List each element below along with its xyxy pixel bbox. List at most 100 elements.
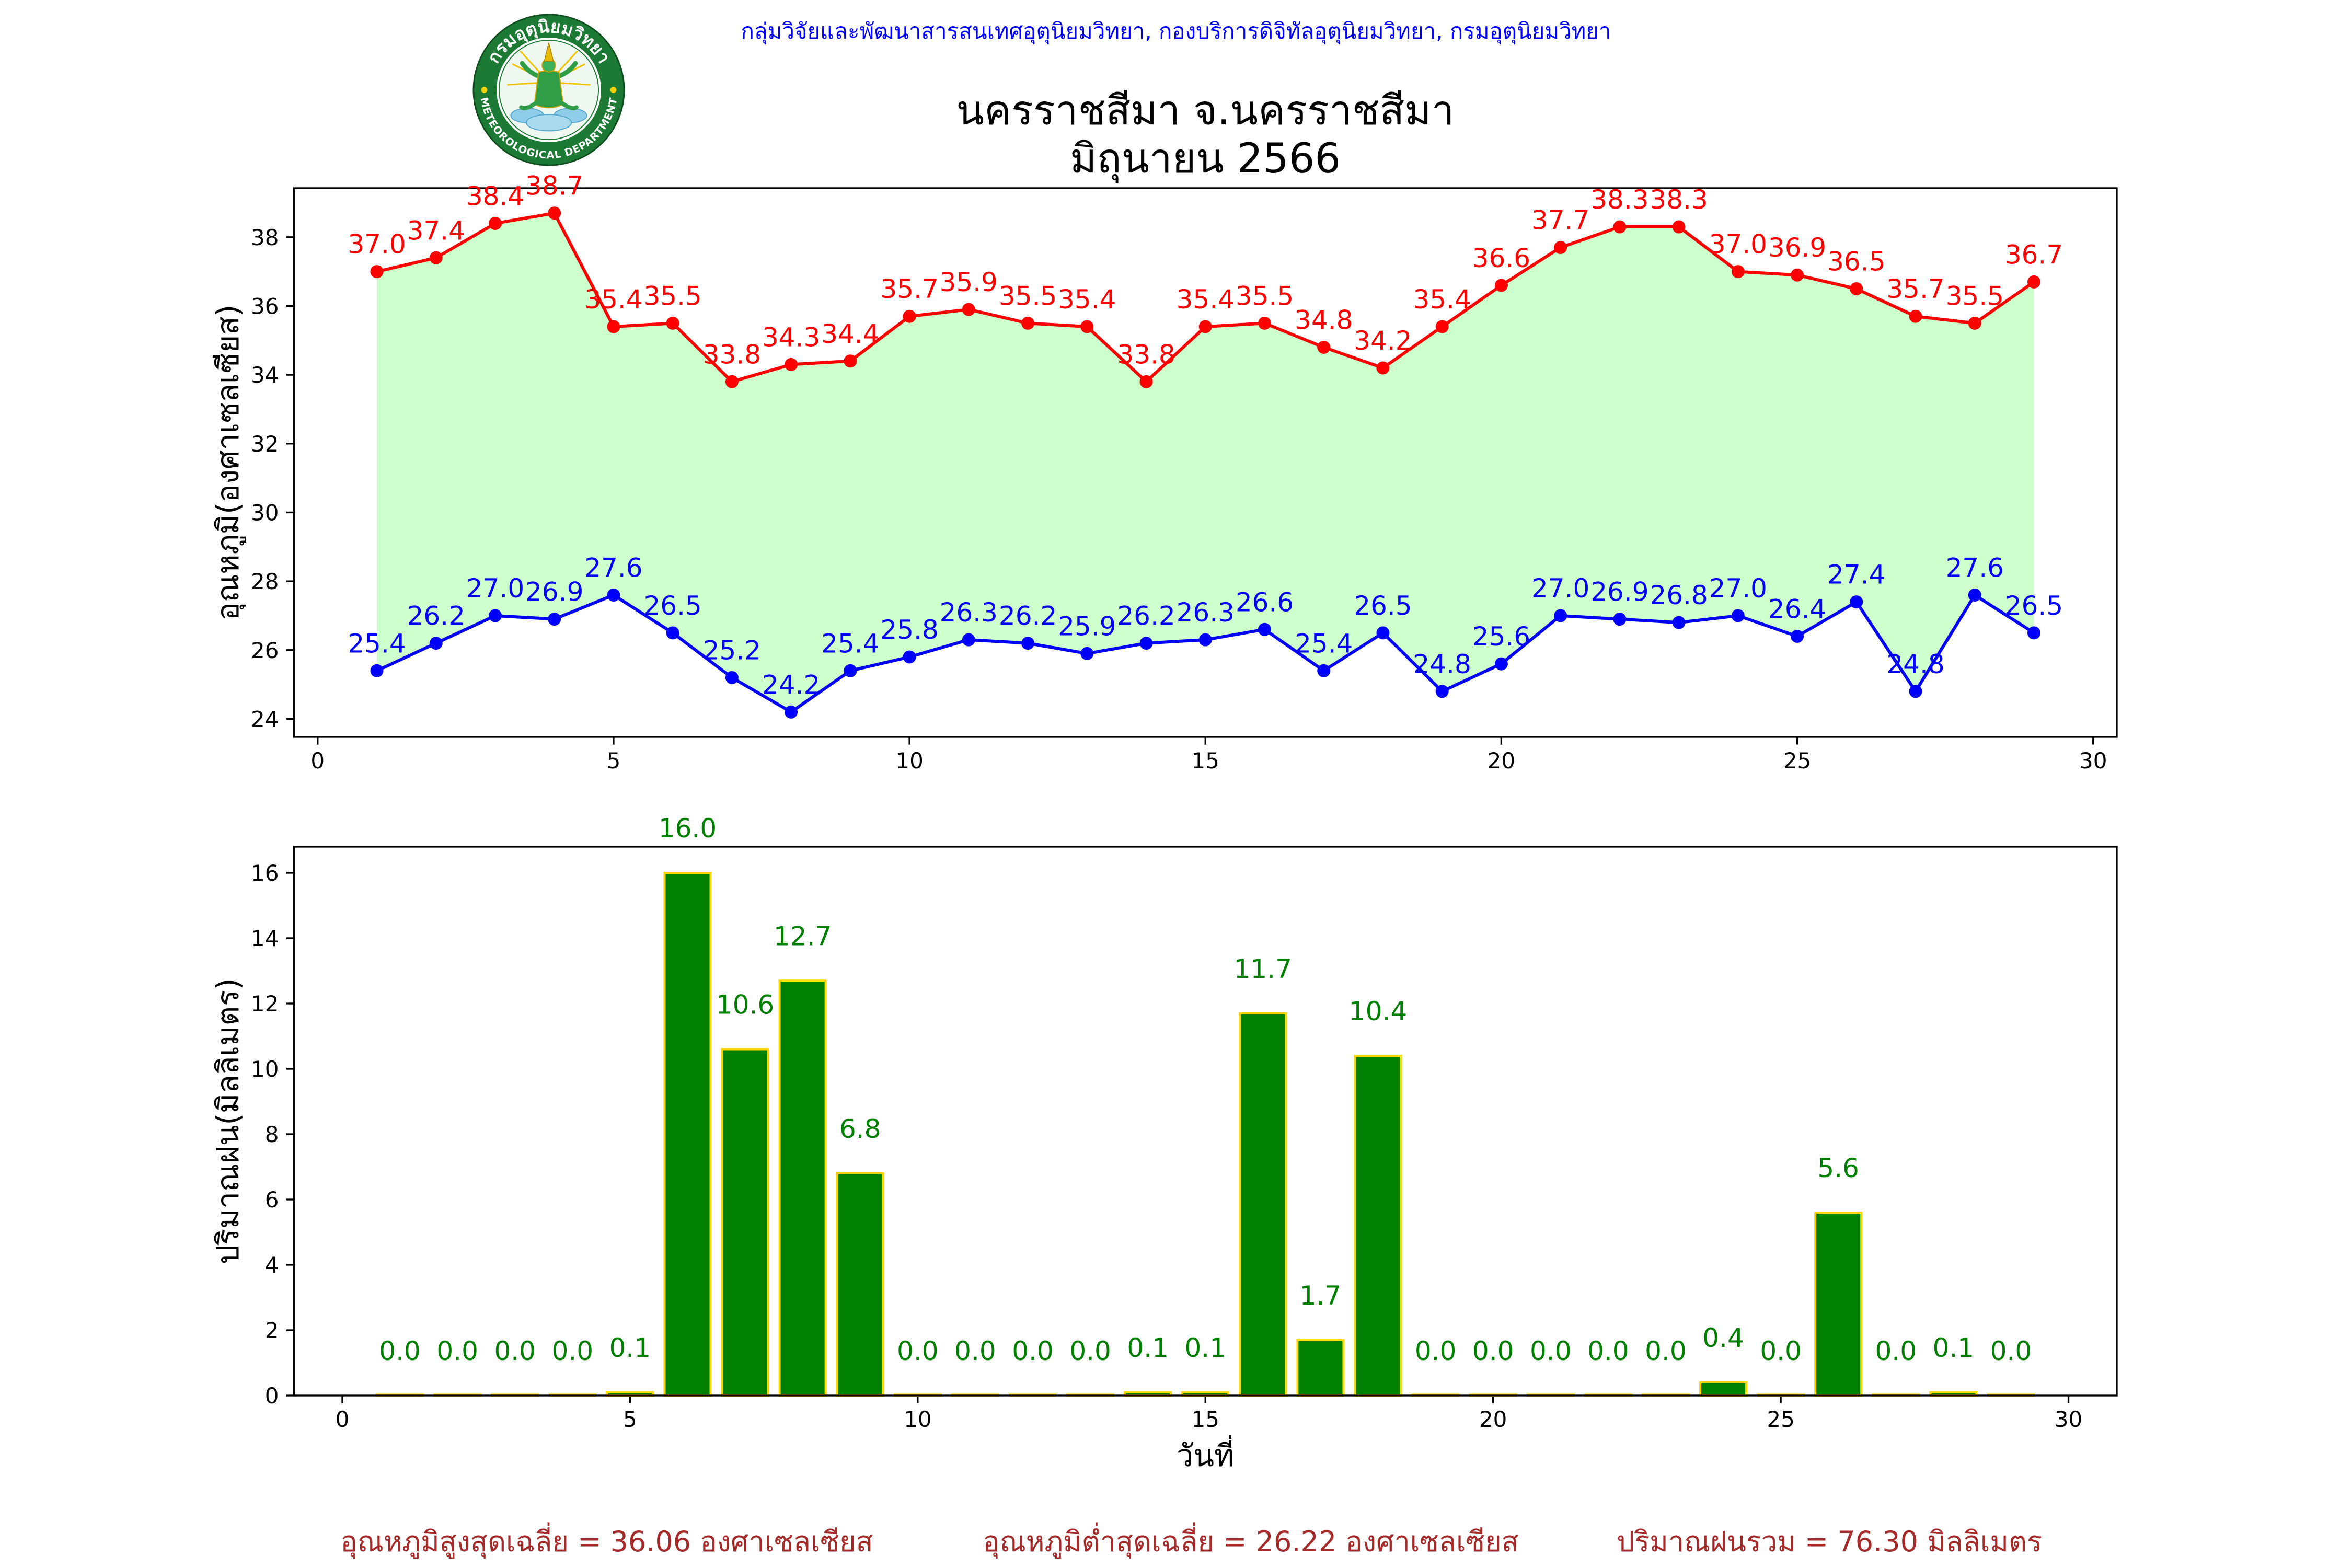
x-tick-label: 30 [2079,748,2107,774]
min-temp-label: 24.8 [1886,649,1944,679]
max-temp-point [2027,275,2040,289]
min-temp-label: 25.9 [1058,611,1116,641]
max-temp-label: 33.8 [703,339,761,370]
min-temp-point [607,588,620,602]
max-temp-label: 35.7 [1886,274,1944,304]
min-temp-label: 27.6 [584,552,642,583]
max-temp-point [785,358,798,371]
y-tick-label: 4 [265,1252,279,1278]
min-temp-point [1909,685,1922,698]
y-tick-label: 14 [251,926,279,951]
x-tick-label: 0 [336,1406,350,1432]
rain-label: 0.0 [1415,1336,1457,1366]
agency-header: กลุ่มวิจัยและพัฒนาสารสนเทศอุตุนิยมวิทยา,… [741,18,1611,44]
max-temp-label: 38.4 [466,181,524,211]
page-title-month: มิถุนายน 2566 [1069,135,1341,182]
max-temp-point [1317,340,1331,354]
y-tick-label: 0 [265,1383,279,1409]
rain-label: 6.8 [839,1114,881,1144]
min-temp-point [429,637,443,650]
max-temp-label: 35.4 [584,284,642,315]
max-temp-point [607,320,620,333]
x-tick-label: 15 [1192,748,1219,774]
rainfall-x-axis-label: วันที่ [1177,1435,1234,1473]
rain-label: 0.0 [1472,1336,1514,1366]
min-temp-label: 26.9 [1590,577,1648,607]
max-temp-point [1731,265,1745,279]
rain-label: 0.1 [1127,1333,1169,1363]
min-temp-point [1435,685,1449,698]
min-temp-label: 27.0 [466,573,524,604]
min-temp-label: 26.3 [940,597,998,628]
rain-label: 0.0 [1875,1336,1917,1366]
min-temp-label: 26.2 [999,601,1057,631]
min-temp-label: 26.5 [644,591,702,621]
rain-label: 0.0 [1587,1336,1629,1366]
min-temp-point [725,671,739,684]
max-temp-point [844,354,857,368]
cloud-icon [510,108,587,132]
rain-bar [1239,1012,1287,1397]
x-tick-label: 30 [2055,1406,2082,1432]
rain-label: 0.0 [1530,1336,1572,1366]
y-tick-label: 8 [265,1122,279,1147]
min-temp-label: 26.8 [1650,580,1708,610]
min-temp-point [1258,622,1271,636]
x-tick-label: 5 [623,1406,637,1432]
rain-label: 1.7 [1300,1281,1342,1311]
rain-bar [1296,1339,1345,1397]
rain-bar [1814,1212,1863,1397]
min-temp-point [785,705,798,719]
x-tick-label: 25 [1767,1406,1794,1432]
rain-label: 0.1 [1184,1333,1226,1363]
min-temp-label: 25.8 [880,615,938,645]
max-temp-label: 35.5 [644,281,702,311]
max-temp-point [1909,309,1922,323]
deity-legs [519,101,579,110]
min-temp-label: 27.6 [1946,552,2004,583]
y-tick-label: 12 [251,991,279,1017]
min-temp-label: 25.4 [1295,628,1353,659]
min-temp-point [1791,629,1804,643]
rain-label: 0.0 [436,1336,478,1366]
rain-label: 0.0 [552,1336,594,1366]
min-temp-point [370,664,384,677]
rain-label: 0.0 [897,1336,939,1366]
max-temp-label: 36.6 [1472,243,1530,273]
rainfall-chart: ปริมาณฝน(มิลลิเมตร) วันที่ 0 5 10 15 20 25 300… [210,813,2118,1473]
temperature-y-axis-label: อุณหภูมิ(องศาเซลเซียส) [210,305,247,620]
y-tick-label: 24 [251,706,279,732]
min-temp-label: 24.8 [1413,649,1471,679]
max-temp-label: 35.4 [1413,284,1471,315]
plot-frame [293,187,2118,738]
min-temp-point [1317,664,1331,677]
max-temp-label: 35.4 [1177,284,1235,315]
min-temp-label: 25.4 [348,628,406,659]
min-temp-label: 25.4 [821,628,879,659]
y-tick-label: 10 [251,1056,279,1082]
rain-label: 11.7 [1234,954,1292,984]
min-temp-point [488,609,502,622]
x-tick-label: 10 [895,748,923,774]
min-temp-label: 26.5 [1354,591,1412,621]
meteorological-department-logo: กรมอุตุนิยมวิทยา METEOROLOGICAL DEPARTME… [472,14,625,166]
rain-label: 0.0 [954,1336,996,1366]
rain-label: 0.0 [1069,1336,1111,1366]
total-rainfall: ปริมาณฝนรวม = 76.30 มิลลิเมตร [1616,1525,2042,1558]
max-temp-point [1435,320,1449,333]
max-temp-label: 34.8 [1295,305,1353,335]
max-temp-label: 35.7 [880,274,938,304]
max-temp-point [1021,316,1035,330]
max-temp-label: 37.0 [348,229,406,260]
max-temp-point [488,216,502,230]
y-tick-label: 2 [265,1318,279,1343]
max-temp-label: 37.7 [1531,205,1589,236]
max-temp-label: 33.8 [1117,339,1175,370]
min-temp-label: 26.6 [1236,587,1294,617]
rain-label: 5.6 [1817,1153,1859,1183]
max-temp-label: 36.9 [1768,233,1826,263]
max-temp-point [666,316,679,330]
max-temp-point [1198,320,1212,333]
